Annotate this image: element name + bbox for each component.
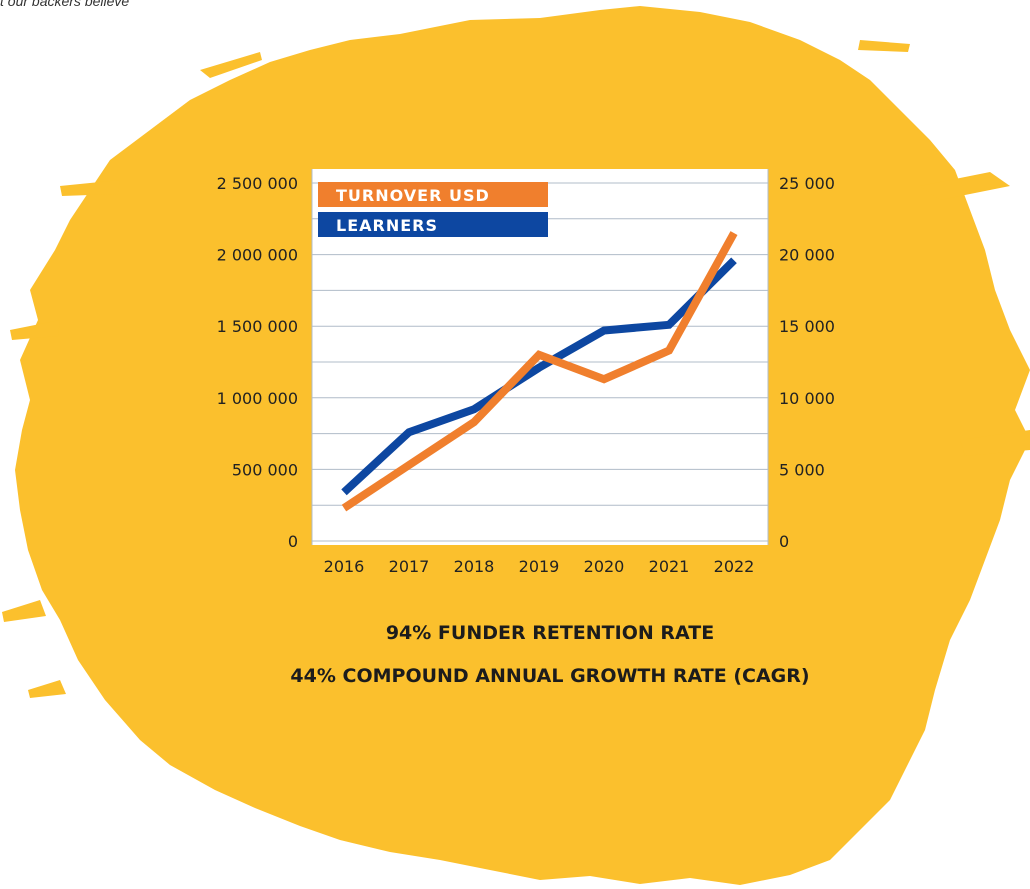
- x-axis-tick-label: 2018: [454, 557, 495, 576]
- series-lines: [341, 231, 738, 512]
- legend-swatch-learners: [318, 212, 548, 237]
- right-axis-tick-label: 10 000: [779, 389, 835, 408]
- x-axis-tick-label: 2019: [519, 557, 560, 576]
- right-axis-tick-label: 0: [779, 532, 789, 551]
- right-axis-tick-label: 15 000: [779, 317, 835, 336]
- legend-swatch-turnover: [318, 182, 548, 207]
- right-axis-tick-label: 5 000: [779, 460, 825, 479]
- x-axis-ticks: 2016 2017 2018 2019 2020 2021 2022: [324, 557, 755, 576]
- intro-text: t our backers believe: [0, 0, 130, 9]
- right-axis-ticks: 0 5 000 10 000 15 000 20 000 25 000: [779, 174, 835, 551]
- funder-retention-rate: 94% FUNDER RETENTION RATE: [385, 622, 715, 644]
- left-axis-tick-label: 2 000 000: [217, 246, 298, 265]
- left-axis-tick-label: 2 500 000: [217, 174, 298, 193]
- cagr-stat: 44% COMPOUND ANNUAL GROWTH RATE (CAGR): [290, 665, 810, 687]
- legend-label-learners: LEARNERS: [336, 216, 438, 235]
- legend: TURNOVER USD LEARNERS: [318, 182, 548, 237]
- right-axis-tick-label: 20 000: [779, 246, 835, 265]
- legend-label-turnover: TURNOVER USD: [336, 186, 490, 205]
- left-axis-tick-label: 0: [288, 532, 298, 551]
- left-axis-tick-label: 500 000: [232, 460, 298, 479]
- x-axis-tick-label: 2017: [389, 557, 430, 576]
- x-axis-tick-label: 2016: [324, 557, 365, 576]
- x-axis-tick-label: 2022: [714, 557, 755, 576]
- left-axis-tick-label: 1 000 000: [217, 389, 298, 408]
- x-axis-tick-label: 2021: [649, 557, 690, 576]
- left-axis-tick-label: 1 500 000: [217, 317, 298, 336]
- right-axis-tick-label: 25 000: [779, 174, 835, 193]
- x-axis-tick-label: 2020: [584, 557, 625, 576]
- left-axis-ticks: 0 500 000 1 000 000 1 500 000 2 000 000 2 500…: [217, 174, 298, 551]
